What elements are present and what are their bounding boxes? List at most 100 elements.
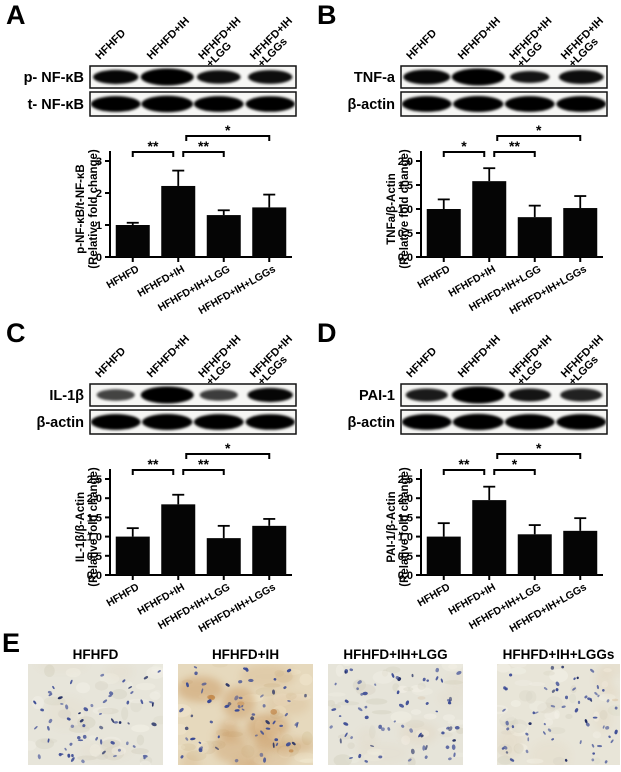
panel-d-letter: D [317,318,337,348]
panel-b-western-blot: HFHFD HFHFD+IH HFHFD+IH+LGG HFHFD+IH+LGGs TN… [347,15,614,117]
svg-text:0.0: 0.0 [398,570,413,582]
svg-text:2: 2 [96,188,102,200]
panel-d-western-blot: HFHFD HFHFD+IH HFHFD+IH+LGG HFHFD+IH+LGGs PA… [347,333,614,435]
svg-text:HFHFD+IH+LGG: HFHFD+IH+LGG [507,15,562,70]
svg-text:0.5: 0.5 [398,228,413,240]
svg-text:2.0: 2.0 [398,156,413,168]
svg-text:HFHFD: HFHFD [93,345,128,380]
svg-text:HFHFD+IH+LGGs: HFHFD+IH+LGGs [248,333,303,388]
svg-text:**: ** [198,456,209,472]
svg-text:HFHFD+IH+LGGs: HFHFD+IH+LGGs [196,263,277,317]
svg-text:0.0: 0.0 [398,252,413,264]
panel-c-western-blot: HFHFD HFHFD+IH HFHFD+IH+LGG HFHFD+IH+LGGs IL… [36,333,303,435]
svg-text:(Relative fold change): (Relative fold change) [88,467,100,587]
svg-text:HFHFD+IH+LGGs: HFHFD+IH+LGGs [507,581,588,635]
svg-text:0.5: 0.5 [398,551,413,563]
svg-text:HFHFD: HFHFD [93,27,128,62]
panel-c-letter: C [6,318,26,348]
svg-text:β-actin: β-actin [347,415,395,431]
svg-text:*: * [461,138,467,154]
svg-text:HFHFD: HFHFD [104,581,141,609]
svg-text:HFHFD: HFHFD [104,263,141,291]
histology-micrograph-hfhfd-ih [178,664,313,765]
panel-e-letter: E [2,628,21,658]
svg-text:β-actin: β-actin [347,97,395,113]
svg-text:HFHFD+IH: HFHFD+IH [145,333,192,380]
histology-image-hfhfd-ih: HFHFD+IH [178,646,313,765]
svg-text:0: 0 [96,252,102,264]
panel-a-bar-chart: 0 1 2 3 p-NF-κB/t-NF-κB (Relative fold change… [75,125,292,317]
panel-a: A HFHFD HFHFD+IH HFHFD+IH+LGG HFHFD+IH+LGGs… [0,0,310,320]
svg-text:p-NF-κB/t-NF-κB: p-NF-κB/t-NF-κB [75,164,87,253]
svg-text:HFHFD+IH+LGGs: HFHFD+IH+LGGs [248,15,303,70]
svg-text:HFHFD+IH+LGG: HFHFD+IH+LGG [196,333,251,388]
svg-text:2.5: 2.5 [398,474,413,486]
panel-d: D HFHFD HFHFD+IH HFHFD+IH+LGG HFHFD+IH+LGGs… [311,318,621,638]
svg-text:HFHFD+IH+LGGs: HFHFD+IH+LGGs [559,15,614,70]
svg-text:HFHFD+IH: HFHFD+IH [145,15,192,62]
svg-text:1.0: 1.0 [87,532,102,544]
svg-text:*: * [512,456,518,472]
histology-micrograph-hfhfd [28,664,163,765]
histology-micrograph-hfhfd-ih-lggs [497,664,620,765]
svg-text:**: ** [148,456,159,472]
histology-label-hfhfd-ih-lgg: HFHFD+IH+LGG [343,647,448,662]
panel-c: C HFHFD HFHFD+IH HFHFD+IH+LGG HFHFD+IH+LGGs… [0,318,310,638]
svg-text:1: 1 [96,220,102,232]
histology-label-hfhfd-ih: HFHFD+IH [211,647,280,662]
svg-text:1.5: 1.5 [398,180,413,192]
panel-b-letter: B [317,0,337,30]
svg-text:2.0: 2.0 [398,493,413,505]
svg-text:*: * [225,443,231,456]
svg-text:p- NF-κB: p- NF-κB [24,70,84,86]
histology-image-hfhfd-ih-lggs: HFHFD+IH+LGGs [497,646,620,765]
svg-text:0.0: 0.0 [87,570,102,582]
histology-label-hfhfd: HFHFD [72,647,119,662]
svg-text:IL-1β: IL-1β [49,388,84,404]
svg-text:TNF-a: TNF-a [354,70,396,86]
svg-text:1.5: 1.5 [398,512,413,524]
svg-text:HFHFD+IH+LGG: HFHFD+IH+LGG [507,333,562,388]
svg-text:**: ** [148,138,159,154]
panel-a-letter: A [6,0,26,30]
svg-text:IL-1β/β-Actin: IL-1β/β-Actin [75,492,87,562]
svg-text:2.0: 2.0 [87,493,102,505]
svg-text:t- NF-κB: t- NF-κB [28,97,84,113]
svg-text:HFHFD+IH+LGGs: HFHFD+IH+LGGs [507,263,588,317]
svg-text:3: 3 [96,156,102,168]
svg-text:HFHFD+IH+LGG: HFHFD+IH+LGG [196,15,251,70]
svg-text:PAI-1: PAI-1 [359,388,395,404]
svg-text:**: ** [459,456,470,472]
histology-image-hfhfd-ih-lgg: HFHFD+IH+LGG [328,646,463,765]
svg-text:β-actin: β-actin [36,415,84,431]
svg-text:**: ** [509,138,520,154]
svg-text:**: ** [198,138,209,154]
svg-text:HFHFD: HFHFD [404,345,439,380]
histology-image-hfhfd: HFHFD [28,646,163,765]
histology-label-hfhfd-ih-lggs: HFHFD+IH+LGGs [502,647,615,662]
panel-b: B HFHFD HFHFD+IH HFHFD+IH+LGG HFHFD+IH+LGGs… [311,0,621,320]
svg-text:PAI-1/β-Actin: PAI-1/β-Actin [386,491,398,562]
svg-text:HFHFD+IH: HFHFD+IH [456,15,503,62]
svg-text:*: * [536,125,542,138]
svg-text:*: * [536,443,542,456]
svg-text:0.5: 0.5 [87,551,102,563]
svg-text:HFHFD+IH+LGGs: HFHFD+IH+LGGs [559,333,614,388]
panel-e: E HFHFD HFHFD+IH HFHFD+IH+LGG HFHFD+IH+L… [0,628,621,772]
svg-text:HFHFD+IH: HFHFD+IH [456,333,503,380]
svg-text:TNFa/β-Actin: TNFa/β-Actin [386,173,398,245]
svg-text:1.0: 1.0 [398,204,413,216]
panel-c-bar-chart: 0.0 0.5 1.0 1.5 2.0 2.5IL-1β/β-Actin (Relative… [75,443,292,635]
svg-text:HFHFD+IH+LGGs: HFHFD+IH+LGGs [196,581,277,635]
svg-text:(Relative fold change): (Relative fold change) [88,149,100,269]
svg-text:1.5: 1.5 [87,512,102,524]
svg-text:HFHFD: HFHFD [415,581,452,609]
svg-text:(Relative fold change): (Relative fold change) [399,467,411,587]
svg-text:(Relative fold change): (Relative fold change) [399,149,411,269]
svg-text:HFHFD: HFHFD [415,263,452,291]
svg-text:1.0: 1.0 [398,532,413,544]
svg-text:*: * [225,125,231,138]
